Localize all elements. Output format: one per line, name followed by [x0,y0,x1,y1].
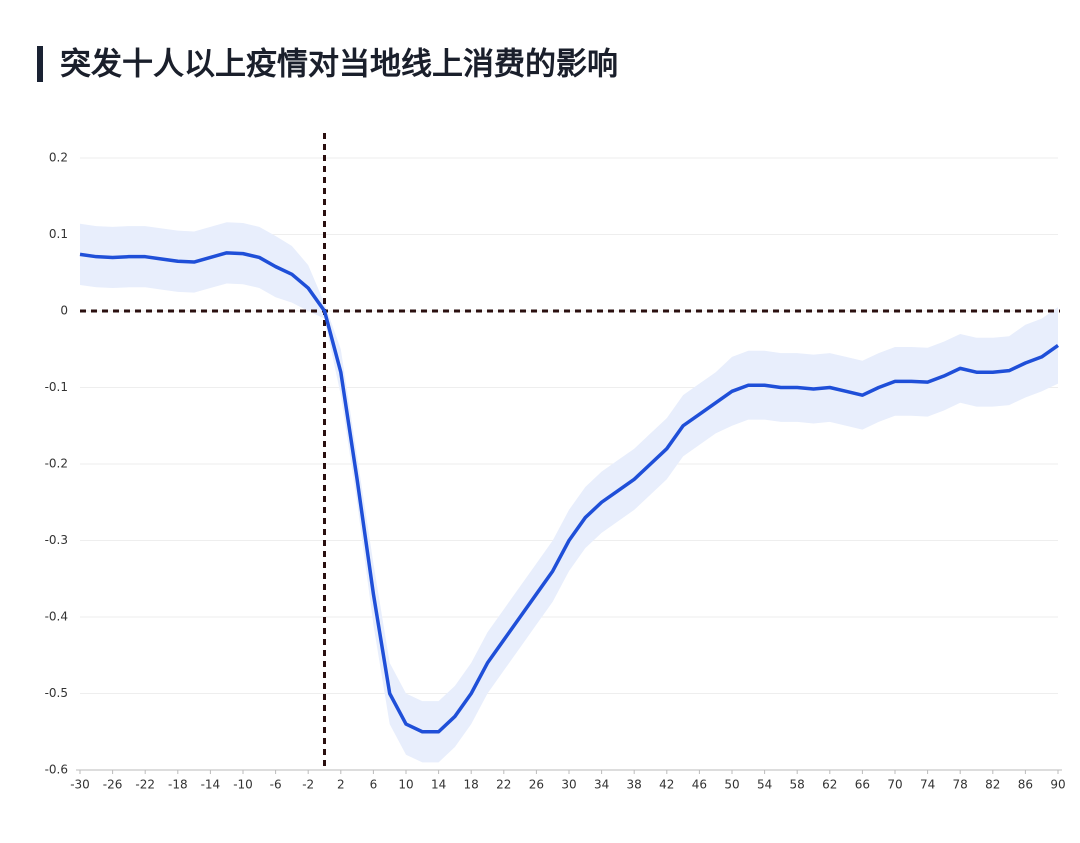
confidence-band [80,222,1058,763]
x-tick-label: 22 [496,778,511,792]
x-tick-label: -18 [168,778,188,792]
x-tick-label: -26 [103,778,123,792]
x-tick-label: -14 [201,778,221,792]
x-tick-label: 58 [790,778,805,792]
x-tick-label: -22 [135,778,155,792]
x-tick-label: 78 [953,778,968,792]
x-tick-label: 14 [431,778,446,792]
x-tick-label: 54 [757,778,772,792]
x-tick-label: -6 [270,778,282,792]
x-tick-label: 38 [627,778,642,792]
y-tick-label: 0.2 [49,151,68,165]
title-bar [37,46,43,82]
x-tick-label: 66 [855,778,870,792]
x-tick-label: -10 [233,778,253,792]
x-tick-label: 18 [464,778,479,792]
y-tick-label: -0.4 [45,610,68,624]
x-tick-label: 30 [561,778,576,792]
y-tick-label: 0.1 [49,227,68,241]
y-tick-label: -0.1 [45,380,68,394]
y-tick-label: -0.3 [45,533,68,547]
x-tick-label: 74 [920,778,935,792]
y-tick-label: -0.6 [45,763,68,777]
data-line [79,251,1060,734]
x-tick-label: 10 [398,778,413,792]
x-tick-label: 42 [659,778,674,792]
x-tick-label: 82 [985,778,1000,792]
x-tick-label: 90 [1050,778,1065,792]
y-tick-label: -0.5 [45,686,68,700]
x-tick-label: -2 [302,778,314,792]
x-tick-label: 70 [887,778,902,792]
x-tick-label: 46 [692,778,707,792]
x-tick-label: 86 [1018,778,1033,792]
x-tick-label: 2 [337,778,345,792]
x-tick-label: 26 [529,778,544,792]
x-tick-label: 50 [724,778,739,792]
y-tick-label: 0 [60,304,68,318]
x-tick-label: 6 [370,778,378,792]
x-tick-label: -30 [70,778,90,792]
chart-title: 突发十人以上疫情对当地线上消费的影响 [60,47,618,83]
x-tick-label: 34 [594,778,609,792]
y-tick-label: -0.2 [45,457,68,471]
x-tick-label: 62 [822,778,837,792]
